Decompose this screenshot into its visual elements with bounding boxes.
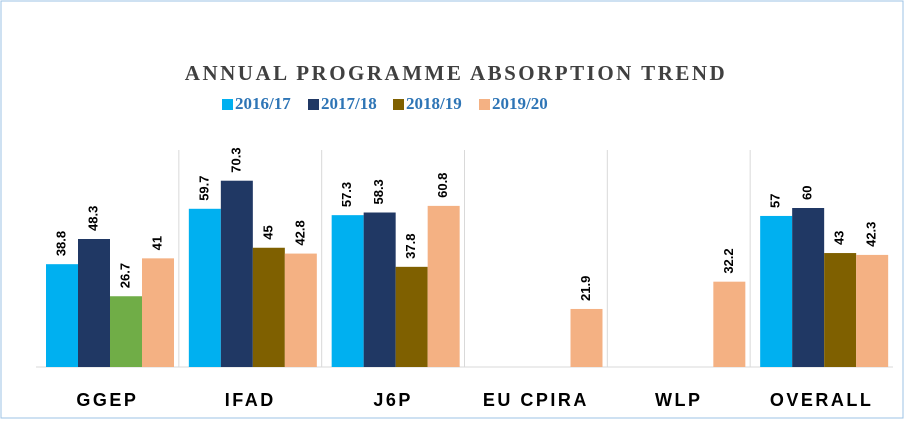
- data-label: 58.3: [371, 179, 386, 204]
- bar: [856, 254, 889, 367]
- data-label: 41: [149, 236, 164, 250]
- bar: [331, 215, 364, 367]
- bar: [78, 239, 110, 367]
- legend-label: 2018/19: [406, 94, 462, 113]
- x-tick-label: EU CPIRA: [483, 390, 589, 410]
- legend-swatch: [479, 99, 490, 110]
- x-tick-label: GGEP: [76, 390, 138, 410]
- bar: [284, 253, 317, 367]
- data-label: 37.8: [403, 234, 418, 259]
- legend-label: 2019/20: [492, 94, 548, 113]
- data-label: 42.3: [864, 222, 879, 247]
- legend-swatch: [222, 99, 233, 110]
- data-label: 70.3: [228, 147, 243, 172]
- chart-title: ANNUAL PROGRAMME ABSORPTION TREND: [185, 61, 727, 85]
- bar: [713, 281, 746, 367]
- data-label: 21.9: [578, 276, 593, 301]
- data-label: 45: [260, 225, 275, 239]
- bar: [110, 296, 142, 367]
- data-label: 60.8: [435, 173, 450, 198]
- bar: [824, 253, 857, 367]
- data-label: 57: [768, 193, 783, 207]
- data-label: 48.3: [85, 206, 100, 231]
- bar: [188, 208, 221, 367]
- data-label: 60: [800, 186, 815, 200]
- data-label: 59.7: [196, 175, 211, 200]
- data-label: 26.7: [117, 263, 132, 288]
- data-label: 57.3: [339, 182, 354, 207]
- legend-label: 2017/18: [321, 94, 377, 113]
- bar: [363, 212, 396, 367]
- data-label: 38.8: [53, 231, 68, 256]
- data-label: 42.8: [292, 220, 307, 245]
- bar: [395, 266, 428, 367]
- bar: [570, 308, 603, 367]
- x-tick-label: J6P: [373, 390, 413, 410]
- bar: [792, 208, 825, 367]
- x-tick-label: OVERALL: [770, 390, 874, 410]
- data-label: 43: [832, 231, 847, 245]
- bar: [220, 180, 253, 367]
- legend-label: 2016/17: [235, 94, 291, 113]
- x-tick-label: IFAD: [225, 390, 276, 410]
- bar: [252, 247, 285, 367]
- x-tick-label: WLP: [655, 390, 703, 410]
- bar: [46, 264, 78, 367]
- bar: [427, 205, 460, 367]
- data-label: 32.2: [721, 248, 736, 273]
- bar: [142, 258, 174, 367]
- bar: [760, 215, 793, 367]
- legend-swatch: [308, 99, 319, 110]
- legend-swatch: [393, 99, 404, 110]
